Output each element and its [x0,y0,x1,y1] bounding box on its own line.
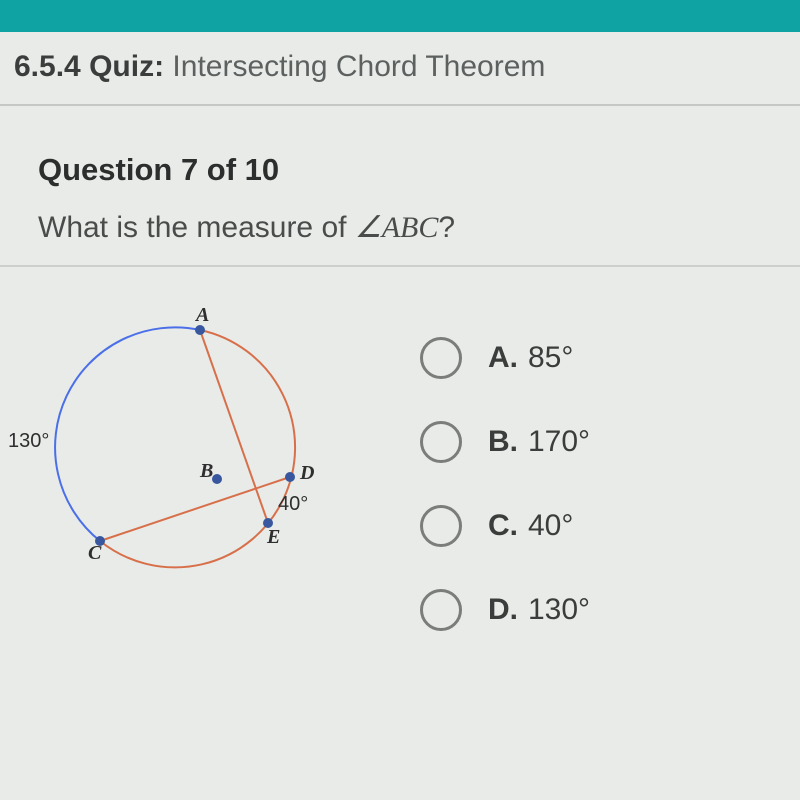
chord-a-e [200,330,268,523]
radio-a[interactable] [420,337,462,379]
answer-c-alpha: C. [488,509,518,542]
label-a: A [194,304,209,326]
answer-d-label: D. 130° [488,593,590,627]
answer-b-label: B. 170° [488,425,590,459]
quiz-type-label: Quiz: [89,50,164,83]
content-card: 6.5.4 Quiz: Intersecting Chord Theorem Q… [0,32,800,800]
quiz-number: 6.5.4 [14,50,81,83]
question-prompt: What is the measure of ∠ABC? [38,210,780,245]
answer-a[interactable]: A. 85° [420,337,590,379]
radio-d[interactable] [420,589,462,631]
point-d [285,472,295,482]
label-d: D [299,462,314,484]
circle-arc-left [55,327,200,541]
answer-a-label: A. 85° [488,341,573,375]
answer-a-text: 85° [528,341,573,374]
label-e: E [266,526,280,548]
question-count: Question 7 of 10 [38,152,780,188]
answers-list: A. 85° B. 170° C. 40° D. 130° [420,337,590,673]
arc-label-130: 130° [8,430,49,452]
answer-b[interactable]: B. 170° [420,421,590,463]
teal-top-bar [0,0,800,32]
answer-a-alpha: A. [488,341,518,374]
label-c: C [88,542,102,564]
radio-c[interactable] [420,505,462,547]
circle-figure: A C D E B 130° 40° [0,267,360,607]
prompt-prefix: What is the measure of [38,211,355,244]
point-a [195,325,205,335]
quiz-title: Intersecting Chord Theorem [172,50,545,83]
answer-d-alpha: D. [488,593,518,626]
answer-c-label: C. 40° [488,509,573,543]
question-block: Question 7 of 10 What is the measure of … [0,106,800,265]
answer-c-text: 40° [528,509,573,542]
arc-label-40: 40° [278,493,308,515]
answer-d[interactable]: D. 130° [420,589,590,631]
answer-d-text: 130° [528,593,590,626]
point-b [212,474,222,484]
answer-b-alpha: B. [488,425,518,458]
prompt-suffix: ? [438,211,455,244]
answer-b-text: 170° [528,425,590,458]
answer-c[interactable]: C. 40° [420,505,590,547]
figure-row: A C D E B 130° 40° A. 85° B. 170° [0,307,800,673]
label-b: B [199,460,213,482]
radio-b[interactable] [420,421,462,463]
prompt-angle: ∠ABC [355,211,439,244]
quiz-header: 6.5.4 Quiz: Intersecting Chord Theorem [0,32,800,106]
